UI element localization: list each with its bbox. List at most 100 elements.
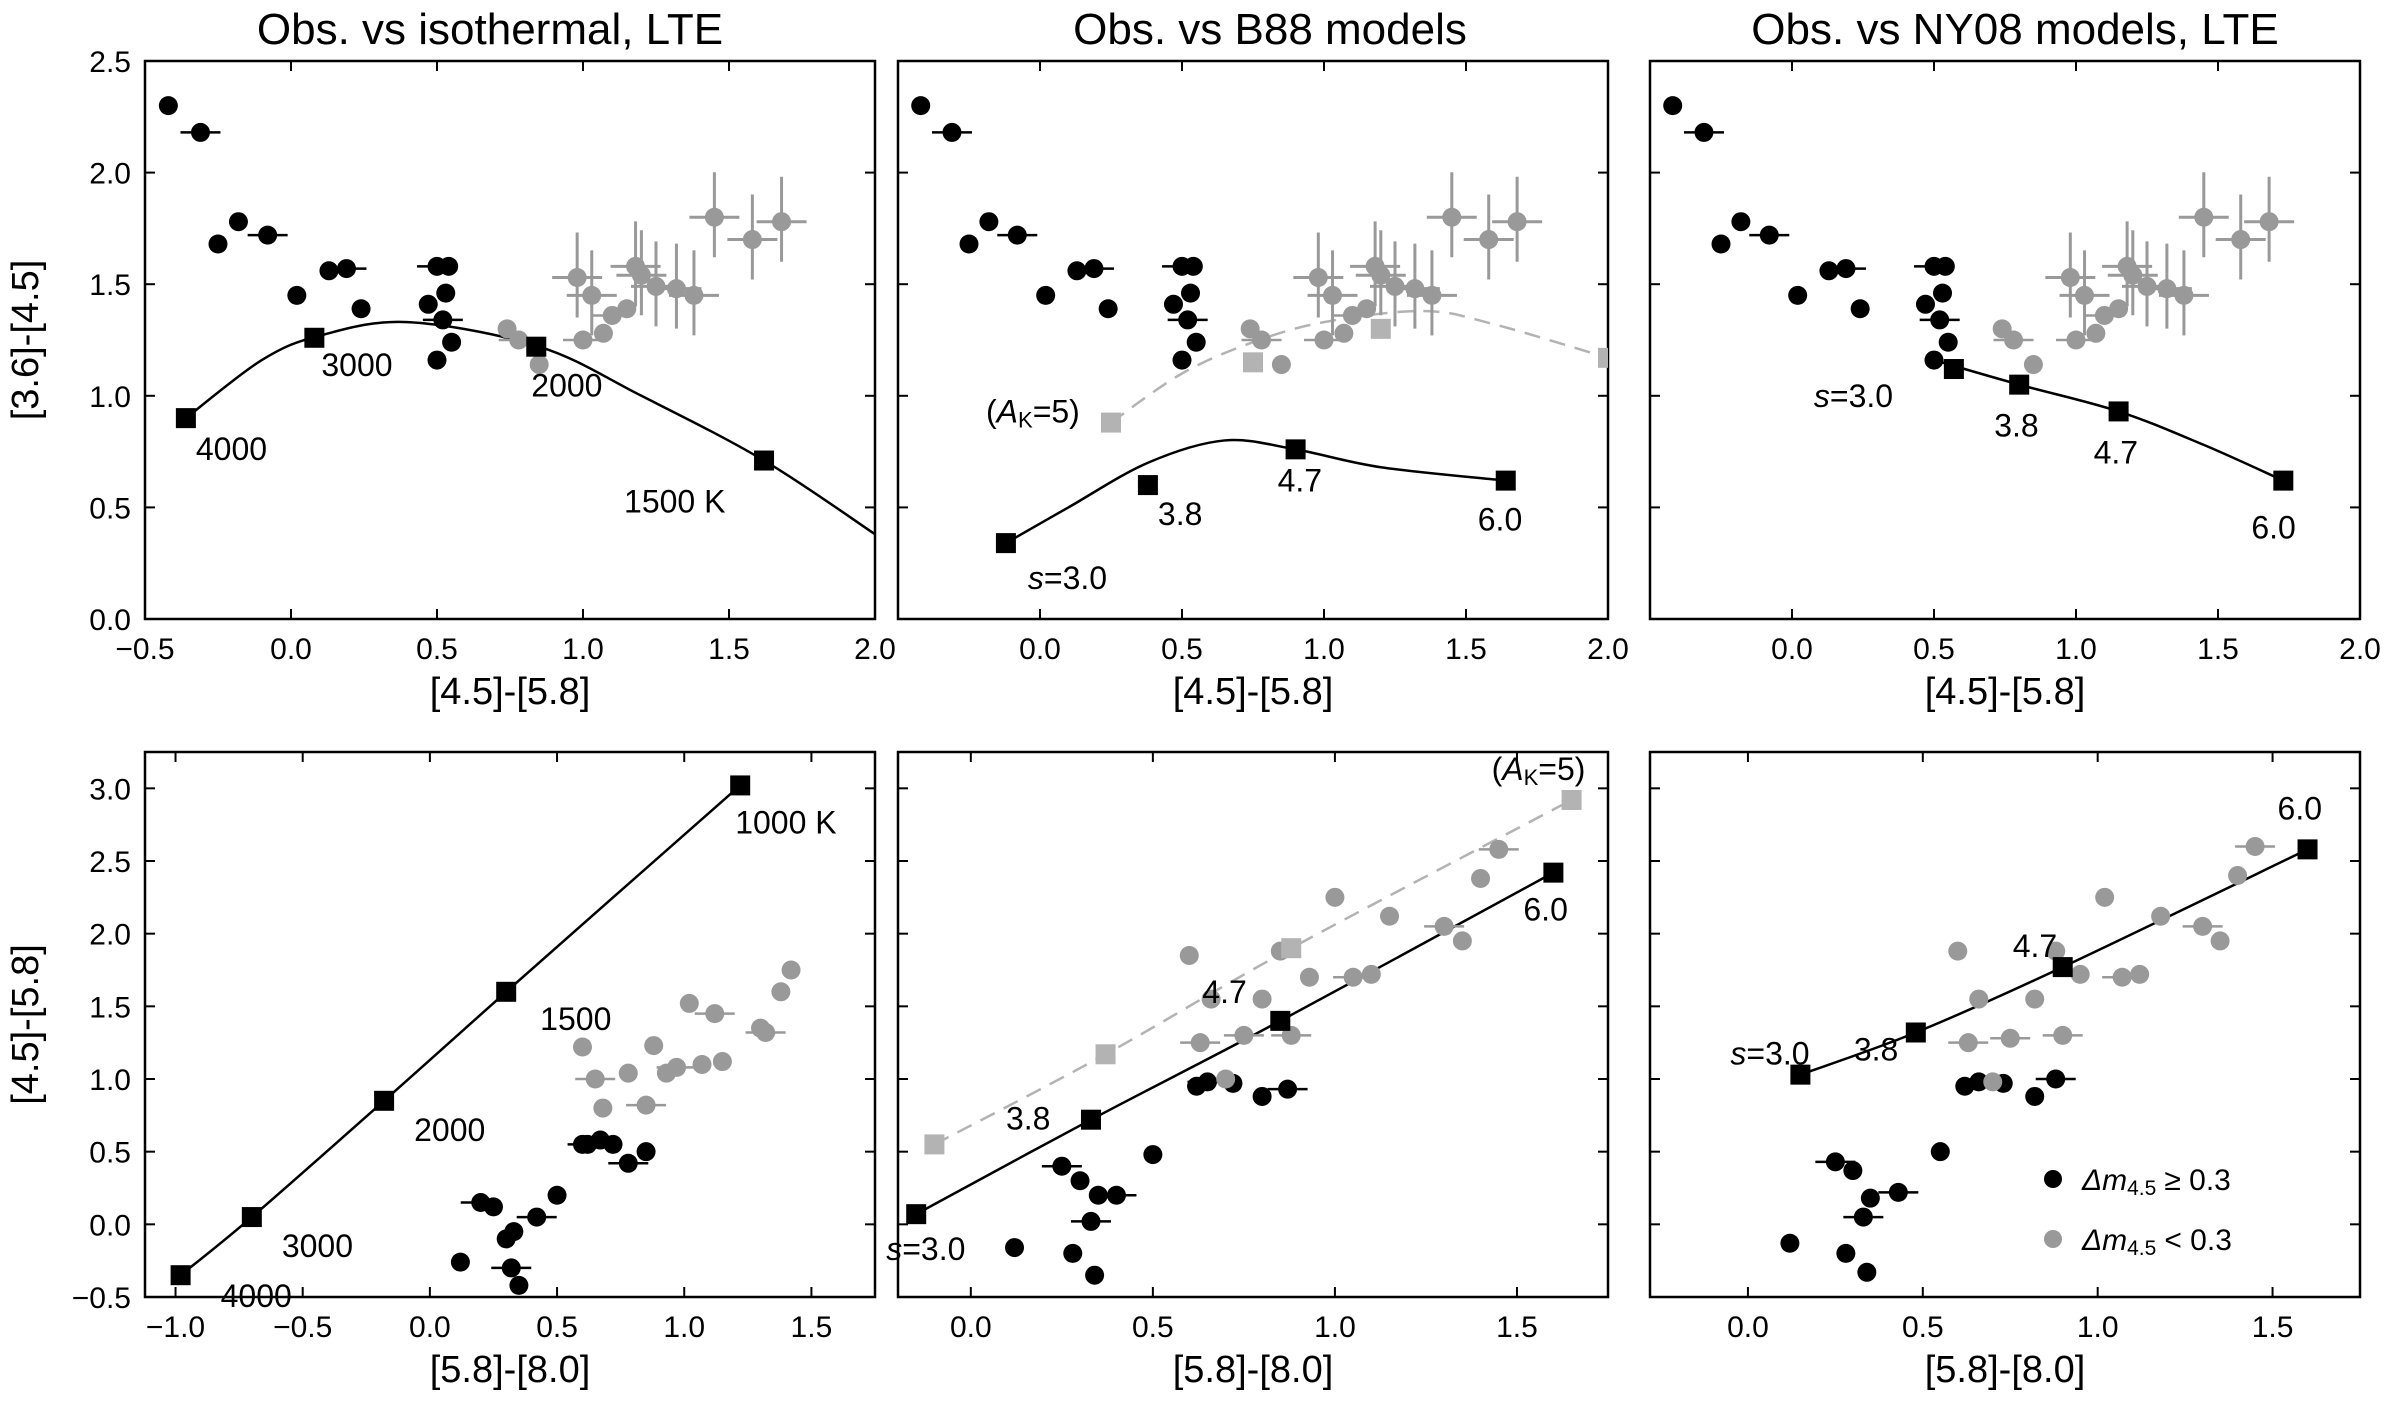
y-axis-label: [3.6]-[4.5] <box>5 260 47 421</box>
model-label: 4.7 <box>2094 434 2138 470</box>
data-area <box>170 775 801 1295</box>
data-point <box>504 1222 524 1242</box>
data-marker <box>1983 1072 2003 1092</box>
data-point <box>1749 225 1790 245</box>
data-point <box>1063 1243 1083 1263</box>
data-marker <box>644 1036 664 1056</box>
legend-low-sub: 4.5 <box>2127 1237 2156 1260</box>
model-marker <box>496 981 517 1002</box>
panel-3: 0.0 0.5 1.0 1.5 2.0 [4.5]-[5.8] s=3.0 3.8 4.7 6.0 <box>1648 59 2381 713</box>
data-point <box>2182 916 2223 936</box>
panel-6: 0.0 0.5 1.0 1.5 [5.8]-[8.0] s=3.0 3.8 4.7 6.0 <box>1648 750 2362 1391</box>
data-marker <box>756 1022 776 1042</box>
data-point <box>1293 232 1344 318</box>
data-point <box>326 259 367 279</box>
legend-low-marker <box>2044 1230 2062 1248</box>
model-curve <box>179 784 742 1277</box>
model-label: s=3.0 <box>886 1231 965 1267</box>
x-tick-label: 1.5 <box>791 1311 833 1344</box>
data-marker <box>618 1063 638 1083</box>
data-point <box>2109 299 2129 319</box>
x-axis-label: [4.5]-[5.8] <box>430 671 591 713</box>
data-marker <box>1969 1072 1989 1092</box>
model-marker <box>1270 1010 1291 1031</box>
data-point <box>1948 941 1968 961</box>
data-marker <box>2193 916 2213 936</box>
data-point <box>1085 1265 1105 1285</box>
label-open: ( <box>986 394 997 430</box>
data-marker <box>2025 989 2045 1009</box>
data-point <box>1070 1171 1090 1191</box>
axes-frame <box>1648 750 2362 1299</box>
data-marker <box>208 234 228 254</box>
data-point <box>694 1004 735 1024</box>
data-marker <box>602 305 622 325</box>
data-marker <box>442 332 462 352</box>
data-point <box>1878 1182 1919 1202</box>
data-marker <box>1933 283 1953 303</box>
x-tick-label: 2.0 <box>1587 633 1629 666</box>
model-marker <box>1285 439 1306 460</box>
data-point <box>2228 866 2248 886</box>
model-label: 3.8 <box>1854 1031 1898 1067</box>
data-marker <box>2004 330 2024 350</box>
x-tick-label: 1.0 <box>1303 633 1345 666</box>
legend-high-label: Δm4.5 ≥ 0.3 <box>2081 1164 2231 1200</box>
data-point <box>2210 931 2230 951</box>
label-var: s <box>886 1231 902 1267</box>
data-marker <box>1935 256 1955 276</box>
label-var: s <box>1730 1036 1746 1072</box>
data-marker <box>2070 964 2090 984</box>
data-point <box>689 172 740 258</box>
label-var: A <box>995 394 1018 430</box>
data-point <box>1711 234 1731 254</box>
x-tick-label: 1.0 <box>562 633 604 666</box>
legend-high-value: ≥ 0.3 <box>2164 1164 2231 1197</box>
data-point <box>572 1037 592 1057</box>
data-marker <box>2123 265 2143 285</box>
data-marker <box>1106 1185 1126 1205</box>
data-marker <box>1084 259 1104 279</box>
data-point <box>1788 285 1808 305</box>
x-tick-label: 0.5 <box>1132 1311 1174 1344</box>
data-point <box>287 285 307 305</box>
data-point <box>1098 299 1118 319</box>
model-marker <box>1370 318 1391 339</box>
x-tick-label: 0.5 <box>1161 633 1203 666</box>
data-point <box>668 250 719 336</box>
x-axis-label: [5.8]-[8.0] <box>430 1349 591 1391</box>
data-point <box>2235 836 2276 856</box>
data-point <box>1933 283 1953 303</box>
data-point <box>1452 931 1472 951</box>
data-point <box>1307 250 1358 336</box>
model-marker <box>754 450 775 471</box>
data-point <box>439 256 459 276</box>
data-marker <box>567 268 587 288</box>
data-marker <box>679 993 699 1013</box>
y-tick-label: 0.5 <box>89 492 131 525</box>
data-point <box>1267 1079 1308 1099</box>
data-marker <box>1434 916 1454 936</box>
data-point <box>2130 964 2150 984</box>
data-point <box>1299 967 1319 987</box>
data-area <box>1780 836 2318 1282</box>
data-marker <box>1694 122 1714 142</box>
data-area <box>911 96 1608 554</box>
data-marker <box>1252 1086 1272 1106</box>
data-marker <box>1334 323 1354 343</box>
model-marker <box>170 1265 191 1286</box>
data-marker <box>704 207 724 227</box>
x-axis-label: [4.5]-[5.8] <box>1925 671 2086 713</box>
data-point <box>745 1022 786 1042</box>
data-marker <box>1405 279 1425 299</box>
x-tick-label: 0.0 <box>270 633 312 666</box>
model-marker <box>1598 347 1608 368</box>
data-marker <box>2109 299 2129 319</box>
data-marker <box>772 212 792 232</box>
data-point <box>422 310 463 330</box>
axes-frame <box>143 59 877 621</box>
data-point <box>2086 323 2106 343</box>
data-marker <box>1197 1072 1217 1092</box>
model-label: s=3.0 <box>1730 1036 1809 1072</box>
data-marker <box>2046 941 2066 961</box>
